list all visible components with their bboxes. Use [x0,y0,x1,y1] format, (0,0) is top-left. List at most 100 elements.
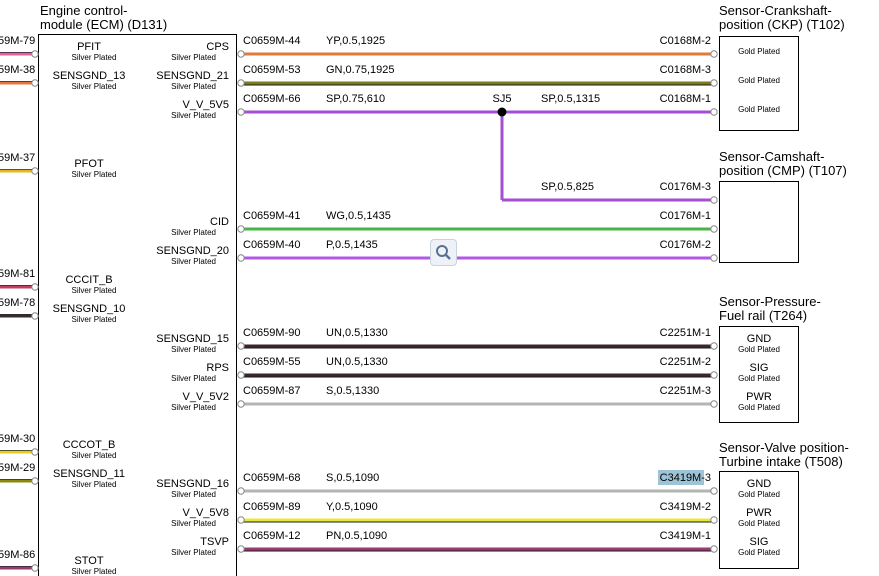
ecm-right-pin-plating: Silver Plated [171,548,216,557]
sensor-pin-label: SIG [750,362,769,374]
sensor-pin-circle [710,516,718,524]
sensor-pin-label: PWR [746,391,772,403]
wire-to-connector: C0176M-2 [660,239,711,251]
zoom-button[interactable] [430,239,457,266]
ecm-right-pin-label: V_V_5V8 [183,507,229,519]
wire-from-connector: C0659M-68 [243,472,300,484]
wire-from-connector: C0659M-87 [243,385,300,397]
wire-to-connector: C3419M-1 [660,530,711,542]
ecm-right-pin-label: V_V_5V2 [183,391,229,403]
left-pin-circle [31,477,39,485]
ecm-right-pin-label: RPS [206,362,229,374]
ecm-left-pin-label: PFIT [77,41,101,53]
left-pin-circle [31,167,39,175]
wire-spec-2: SP,0.5,1315 [541,93,600,105]
sensor-pin-circle [710,225,718,233]
left-stub-label: 59M-38 [0,64,35,76]
sensor-pin-plating: Gold Plated [738,345,780,354]
ecm-right-pin-label: CPS [206,41,229,53]
wire-spec: WG,0.5,1435 [326,210,391,222]
ecm-left-pin-label: SENSGND_13 [53,70,126,82]
wire-spec: UN,0.5,1330 [326,327,388,339]
sensor-title-line1: Sensor-Camshaft- [719,149,824,164]
sensor-title-line2: Turbine intake (T508) [719,454,843,469]
sensor-box [719,326,799,423]
left-pin-circle [31,312,39,320]
left-pin-circle [31,79,39,87]
wire-from-connector: C0659M-40 [243,239,300,251]
sensor-title-line1: Sensor-Crankshaft- [719,3,832,18]
sensor-title-line1: Sensor-Pressure- [719,294,821,309]
wire-to-connector: C2251M-2 [660,356,711,368]
wire-to-connector: C0168M-2 [660,35,711,47]
wire-from-connector: C0659M-41 [243,210,300,222]
ecm-right-pin-plating: Silver Plated [171,403,216,412]
left-stub-label: 59M-30 [0,433,35,445]
wire-from-connector: C0659M-90 [243,327,300,339]
ecm-left-pin-label: STOT [74,555,103,567]
wire-to-connector: C3419M-3 [660,472,711,484]
ecm-title-line1: Engine control- [40,3,127,18]
ecm-pin-circle [237,400,245,408]
sensor-title-line2: position (CMP) (T107) [719,163,847,178]
ecm-right-pin-label: SENSGND_15 [156,333,229,345]
ecm-left-pin-label: PFOT [74,158,104,170]
splice-dot [497,107,507,117]
sensor-pin-plating: Gold Plated [738,519,780,528]
wire-from-connector: C0659M-44 [243,35,300,47]
ecm-pin-circle [237,516,245,524]
left-pin-circle [31,564,39,572]
wire-from-connector: C0659M-89 [243,501,300,513]
ecm-box [38,34,237,576]
wire-spec: SP,0.5,825 [541,181,594,193]
left-stub-label: 59M-37 [0,152,35,164]
wire-to-connector: C2251M-1 [660,327,711,339]
ecm-left-pin-plating: Silver Plated [72,286,117,295]
ecm-pin-circle [237,371,245,379]
ecm-right-pin-plating: Silver Plated [171,374,216,383]
ecm-title-line2: module (ECM) (D131) [40,17,167,32]
sensor-pin-label: GND [747,478,772,490]
left-stub-label: 59M-86 [0,549,35,561]
ecm-right-pin-label: TSVP [200,536,229,548]
wire-to-connector: C0168M-3 [660,64,711,76]
sensor-pin-circle [710,50,718,58]
search-highlight [658,470,704,485]
wire-to-connector: C3419M-2 [660,501,711,513]
ecm-left-pin-plating: Silver Plated [72,53,117,62]
sensor-pin-plating: Gold Plated [738,548,780,557]
wire-to-connector: C0168M-1 [660,93,711,105]
sensor-pin-label: PWR [746,507,772,519]
ecm-right-pin-label: SENSGND_16 [156,478,229,490]
ecm-left-pin-plating: Silver Plated [72,315,117,324]
sensor-pin-plating: Gold Plated [738,47,780,56]
ecm-right-pin-plating: Silver Plated [171,228,216,237]
sensor-pin-circle [710,79,718,87]
ecm-right-pin-label: CID [210,216,229,228]
left-stub-label: 59M-81 [0,268,35,280]
sensor-box [719,471,799,569]
ecm-pin-circle [237,342,245,350]
wire-spec: Y,0.5,1090 [326,501,378,513]
sensor-pin-circle [710,254,718,262]
wire-spec: P,0.5,1435 [326,239,378,251]
ecm-left-pin-plating: Silver Plated [72,82,117,91]
ecm-left-pin-label: CCCOT_B [63,439,116,451]
sensor-box [719,36,799,131]
ecm-left-pin-plating: Silver Plated [72,567,117,576]
sensor-title-line2: position (CKP) (T102) [719,17,845,32]
wire-spec: UN,0.5,1330 [326,356,388,368]
ecm-pin-circle [237,50,245,58]
wire-to-connector: C0176M-3 [660,181,711,193]
wire-from-connector: C0659M-66 [243,93,300,105]
ecm-left-pin-label: SENSGND_10 [53,303,126,315]
sensor-pin-plating: Gold Plated [738,490,780,499]
sensor-pin-circle [710,400,718,408]
ecm-right-pin-plating: Silver Plated [171,490,216,499]
ecm-left-pin-plating: Silver Plated [72,480,117,489]
sensor-pin-label: SIG [750,536,769,548]
sensor-pin-circle [710,545,718,553]
sensor-pin-circle [710,487,718,495]
wire-from-connector: C0659M-12 [243,530,300,542]
